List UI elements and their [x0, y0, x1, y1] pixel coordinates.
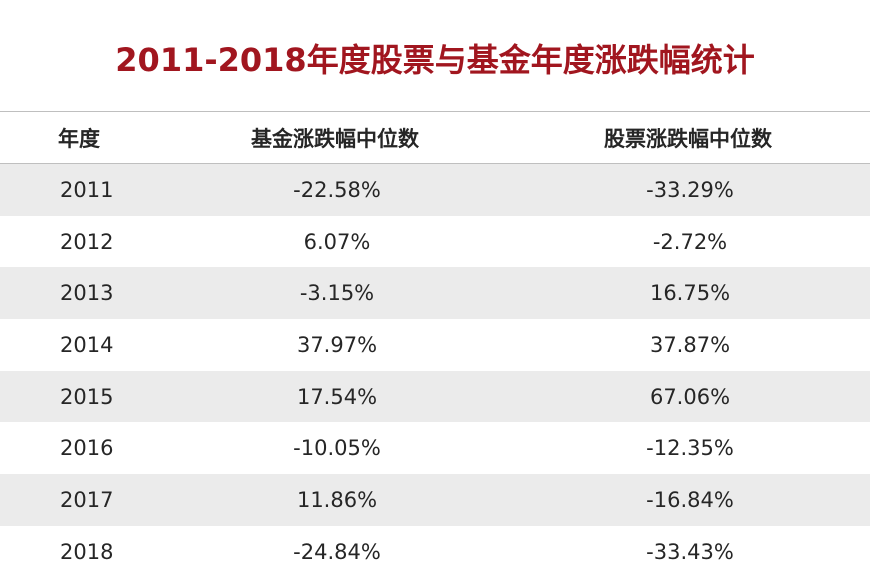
year-cell: 2011	[60, 177, 114, 202]
year-cell: 2014	[60, 332, 114, 357]
table-row: 2012 6.07% -2.72%	[0, 216, 870, 268]
table-row: 2018 -24.84% -33.43%	[0, 526, 870, 578]
page-title: 2011-2018年度股票与基金年度涨跌幅统计	[115, 41, 755, 79]
stock-cell: -16.84%	[646, 487, 734, 512]
year-cell: 2012	[60, 229, 114, 254]
fund-cell: -10.05%	[293, 436, 381, 461]
table-row: 2013 -3.15% 16.75%	[0, 267, 870, 320]
fund-cell: -22.58%	[293, 177, 381, 202]
fund-cell: -24.84%	[293, 539, 381, 564]
stock-cell: -33.43%	[646, 539, 734, 564]
stock-cell: 37.87%	[649, 332, 731, 357]
stock-cell: -33.29%	[646, 177, 734, 202]
table-row: 2011 -22.58% -33.29%	[0, 164, 870, 216]
year-cell: 2016	[60, 436, 114, 461]
table-row: 2014 37.97% 37.87%	[0, 319, 870, 371]
fund-cell: 11.86%	[296, 487, 378, 512]
table-row: 2016 -10.05% -12.35%	[0, 422, 870, 474]
header-stock-median: 股票涨跌幅中位数	[604, 126, 772, 151]
stock-cell: 67.06%	[649, 384, 731, 409]
stock-cell: -12.35%	[646, 436, 734, 461]
header-fund-median: 基金涨跌幅中位数	[251, 126, 419, 151]
fund-cell: -3.15%	[299, 281, 375, 306]
year-cell: 2018	[60, 539, 114, 564]
fund-cell: 17.54%	[296, 384, 378, 409]
table-row: 2017 11.86% -16.84%	[0, 474, 870, 526]
fund-cell: 37.97%	[296, 332, 378, 357]
header-year: 年度	[58, 126, 100, 151]
stats-table: 年度 基金涨跌幅中位数 股票涨跌幅中位数 2011 -22.58% -33.29…	[0, 111, 870, 578]
year-cell: 2017	[60, 487, 114, 512]
table-row: 2015 17.54% 67.06%	[0, 370, 870, 423]
fund-cell: 6.07%	[303, 229, 371, 254]
year-cell: 2013	[60, 281, 114, 306]
stock-cell: 16.75%	[649, 281, 731, 306]
stock-cell: -2.72%	[652, 229, 728, 254]
table-header-row: 年度 基金涨跌幅中位数 股票涨跌幅中位数	[0, 112, 870, 164]
year-cell: 2015	[60, 384, 114, 409]
